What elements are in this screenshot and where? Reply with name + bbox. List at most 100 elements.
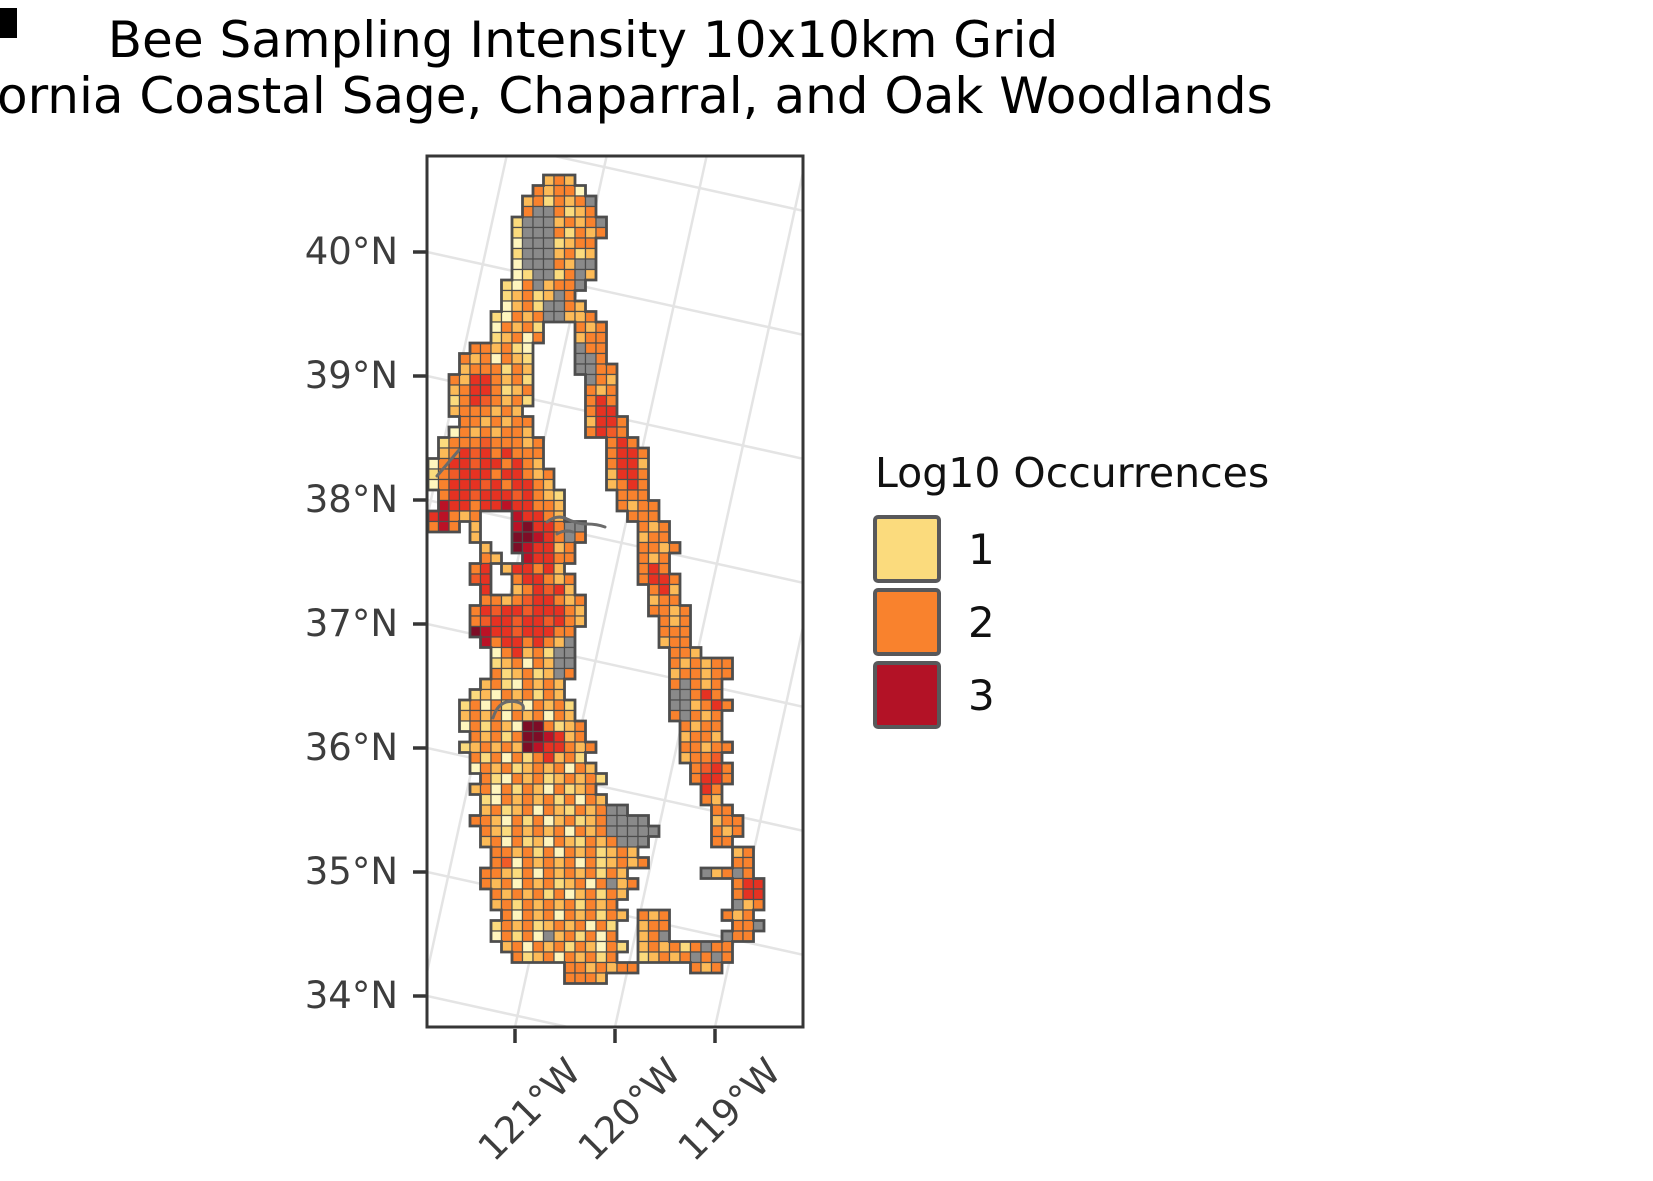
grid-cell	[511, 583, 524, 596]
legend-swatch	[873, 661, 941, 729]
grid-cell	[647, 930, 660, 943]
grid-cell	[584, 961, 597, 974]
grid-cell	[521, 615, 534, 628]
grid-cell	[469, 468, 482, 481]
grid-cell	[700, 751, 713, 764]
grid-cell	[542, 919, 555, 932]
grid-cell	[500, 877, 513, 890]
grid-cell	[469, 394, 482, 407]
grid-cell	[689, 751, 702, 764]
grid-cell	[584, 930, 597, 943]
grid-cell	[469, 625, 482, 638]
grid-cell	[479, 541, 492, 554]
grid-cell	[542, 699, 555, 712]
grid-cell	[679, 646, 692, 659]
grid-cell	[637, 940, 650, 953]
grid-cell	[542, 814, 555, 827]
grid-cell	[542, 562, 555, 575]
grid-cell	[521, 237, 534, 250]
grid-cell	[532, 541, 545, 554]
grid-cell	[542, 667, 555, 680]
grid-cell	[532, 877, 545, 890]
grid-cell	[500, 741, 513, 754]
grid-cell	[616, 426, 629, 439]
grid-cell	[542, 174, 555, 187]
grid-cell	[521, 919, 534, 932]
grid-cell	[490, 783, 503, 796]
grid-cell	[563, 856, 576, 869]
grid-cell	[490, 741, 503, 754]
grid-cell	[542, 247, 555, 260]
grid-cell	[553, 940, 566, 953]
grid-cell	[469, 489, 482, 502]
grid-cell	[563, 531, 576, 544]
grid-cell	[563, 751, 576, 764]
grid-cell	[500, 856, 513, 869]
grid-cell	[721, 667, 734, 680]
grid-cell	[511, 226, 524, 239]
grid-cell	[521, 342, 534, 355]
grid-cell	[542, 856, 555, 869]
grid-cell	[605, 373, 618, 386]
grid-cell	[479, 804, 492, 817]
grid-cell	[721, 951, 734, 964]
grid-cell	[658, 636, 671, 649]
grid-cell	[647, 919, 660, 932]
grid-cell	[479, 877, 492, 890]
grid-cell	[490, 436, 503, 449]
grid-cell	[490, 919, 503, 932]
grid-cell	[542, 615, 555, 628]
grid-cell	[563, 174, 576, 187]
grid-cell	[490, 363, 503, 376]
grid-cell	[731, 814, 744, 827]
grid-cell	[668, 583, 681, 596]
grid-cell	[584, 268, 597, 281]
grid-cell	[500, 457, 513, 470]
grid-cell	[521, 888, 534, 901]
grid-cell	[521, 657, 534, 670]
grid-cell	[689, 678, 702, 691]
grid-cell	[721, 762, 734, 775]
grid-cell	[532, 699, 545, 712]
grid-cell	[521, 783, 534, 796]
grid-cell	[553, 678, 566, 691]
lat-tick-label: 40°N	[304, 230, 398, 273]
grid-cell	[500, 562, 513, 575]
grid-cell	[553, 877, 566, 890]
grid-cell	[721, 930, 734, 943]
grid-cell	[658, 541, 671, 554]
grid-cell	[563, 667, 576, 680]
grid-cell	[542, 877, 555, 890]
grid-cell	[616, 415, 629, 428]
grid-cell	[532, 552, 545, 565]
grid-cell	[511, 919, 524, 932]
grid-cell	[647, 499, 660, 512]
grid-cell	[521, 825, 534, 838]
grid-cell	[500, 310, 513, 323]
grid-cell	[500, 709, 513, 722]
grid-cell	[605, 394, 618, 407]
grid-cell	[563, 877, 576, 890]
grid-cell	[647, 573, 660, 586]
grid-cell	[511, 688, 524, 701]
grid-cell	[595, 951, 608, 964]
grid-cell	[605, 888, 618, 901]
lat-tick-label: 38°N	[304, 478, 398, 521]
grid-cell	[532, 457, 545, 470]
grid-cell	[542, 184, 555, 197]
grid-cell	[679, 720, 692, 733]
grid-cell	[647, 552, 660, 565]
grid-cell	[521, 867, 534, 880]
grid-cell	[479, 783, 492, 796]
grid-cell	[563, 636, 576, 649]
grid-cell	[479, 793, 492, 806]
grid-cell	[710, 772, 723, 785]
grid-cell	[679, 667, 692, 680]
grid-cell	[511, 940, 524, 953]
grid-cell	[511, 468, 524, 481]
grid-cell	[574, 972, 587, 985]
grid-cell	[469, 562, 482, 575]
grid-cell	[521, 310, 534, 323]
grid-cell	[511, 814, 524, 827]
grid-cell	[658, 552, 671, 565]
